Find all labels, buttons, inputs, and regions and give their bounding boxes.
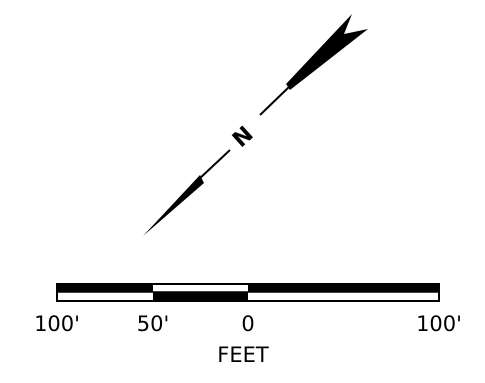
- north-arrow-icon: N: [143, 14, 368, 236]
- scale-unit-label: FEET: [217, 343, 269, 367]
- north-arrow-shaft-upper: [259, 86, 290, 116]
- north-letter: N: [228, 122, 258, 153]
- scale-tick-label-100-right: 100': [416, 312, 462, 336]
- scale-bar: [56, 283, 440, 302]
- north-arrow-head: [143, 175, 204, 236]
- scale-segment-bottom-2: [153, 292, 248, 301]
- scale-segment-top-2: [153, 284, 248, 292]
- scale-tick-label-50: 50': [136, 312, 170, 336]
- scale-segment-top-1: [57, 284, 153, 292]
- scale-segment-bottom-1: [57, 292, 153, 301]
- scale-tick-label-0: 0: [241, 312, 255, 336]
- scale-segment-top-3: [248, 284, 439, 292]
- scale-tick-label-100-left: 100': [34, 312, 80, 336]
- north-arrow-tail: [286, 14, 368, 90]
- scale-segment-bottom-3: [248, 292, 439, 301]
- north-arrow-shaft-lower: [197, 149, 231, 181]
